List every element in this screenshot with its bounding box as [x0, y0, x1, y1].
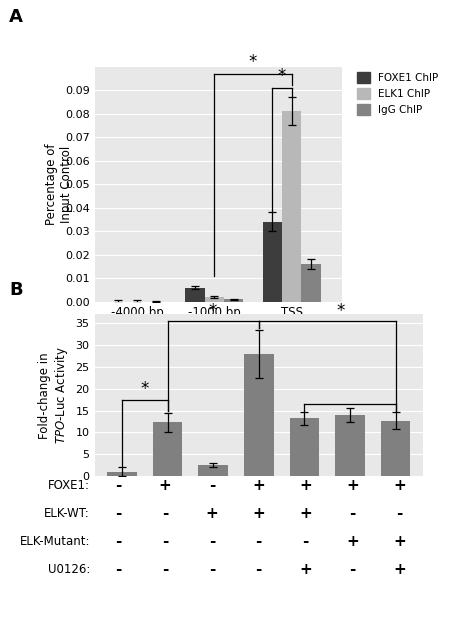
Text: FOXE1:: FOXE1: [48, 479, 90, 492]
Text: -: - [209, 478, 215, 493]
Bar [107, 472, 137, 476]
Bar [381, 420, 410, 476]
Text: -: - [162, 534, 168, 549]
Text: B: B [9, 281, 22, 299]
Bar [153, 422, 182, 476]
Text: *: * [278, 67, 286, 86]
Text: -: - [349, 506, 356, 521]
Text: +: + [299, 562, 312, 577]
Text: +: + [206, 506, 218, 521]
Text: U0126:: U0126: [48, 563, 90, 576]
Text: -: - [256, 534, 262, 549]
Text: +: + [252, 478, 265, 493]
Bar [224, 299, 243, 302]
Bar [185, 288, 205, 302]
Text: *: * [337, 302, 345, 319]
Bar [198, 465, 228, 476]
Text: -: - [162, 562, 168, 577]
Text: *: * [140, 380, 149, 398]
Legend: FOXE1 ChIP, ELK1 ChIP, IgG ChIP: FOXE1 ChIP, ELK1 ChIP, IgG ChIP [357, 72, 438, 115]
Text: +: + [393, 478, 406, 493]
Bar [263, 222, 282, 302]
Text: *: * [249, 53, 257, 71]
Text: Position within $\it{TPO}$ gene promoter: Position within $\it{TPO}$ gene promoter [115, 349, 321, 366]
Text: -: - [115, 478, 121, 493]
Text: ELK-Mutant:: ELK-Mutant: [19, 535, 90, 548]
Bar [205, 297, 224, 302]
Text: +: + [346, 478, 359, 493]
Bar [289, 418, 319, 476]
Text: -: - [209, 534, 215, 549]
Text: +: + [299, 478, 312, 493]
Y-axis label: Fold-change in
$\it{TPO}$-Luc Activity: Fold-change in $\it{TPO}$-Luc Activity [37, 347, 70, 444]
Text: +: + [346, 534, 359, 549]
Bar [335, 415, 365, 476]
Text: *: * [209, 302, 217, 319]
Bar [244, 354, 274, 476]
Y-axis label: Percentage of
Input Control: Percentage of Input Control [45, 144, 73, 225]
Text: A: A [9, 8, 23, 26]
Text: +: + [299, 506, 312, 521]
Text: +: + [393, 562, 406, 577]
Text: -: - [162, 506, 168, 521]
Text: -: - [209, 562, 215, 577]
Text: -: - [302, 534, 309, 549]
Text: -: - [115, 506, 121, 521]
Text: -: - [396, 506, 403, 521]
Text: +: + [252, 506, 265, 521]
Bar [302, 264, 321, 302]
Text: +: + [158, 478, 171, 493]
Text: -: - [115, 534, 121, 549]
Text: -: - [115, 562, 121, 577]
Text: +: + [393, 534, 406, 549]
Text: -: - [256, 562, 262, 577]
Bar [282, 111, 302, 302]
Text: -: - [349, 562, 356, 577]
Text: ELK-WT:: ELK-WT: [44, 507, 90, 520]
